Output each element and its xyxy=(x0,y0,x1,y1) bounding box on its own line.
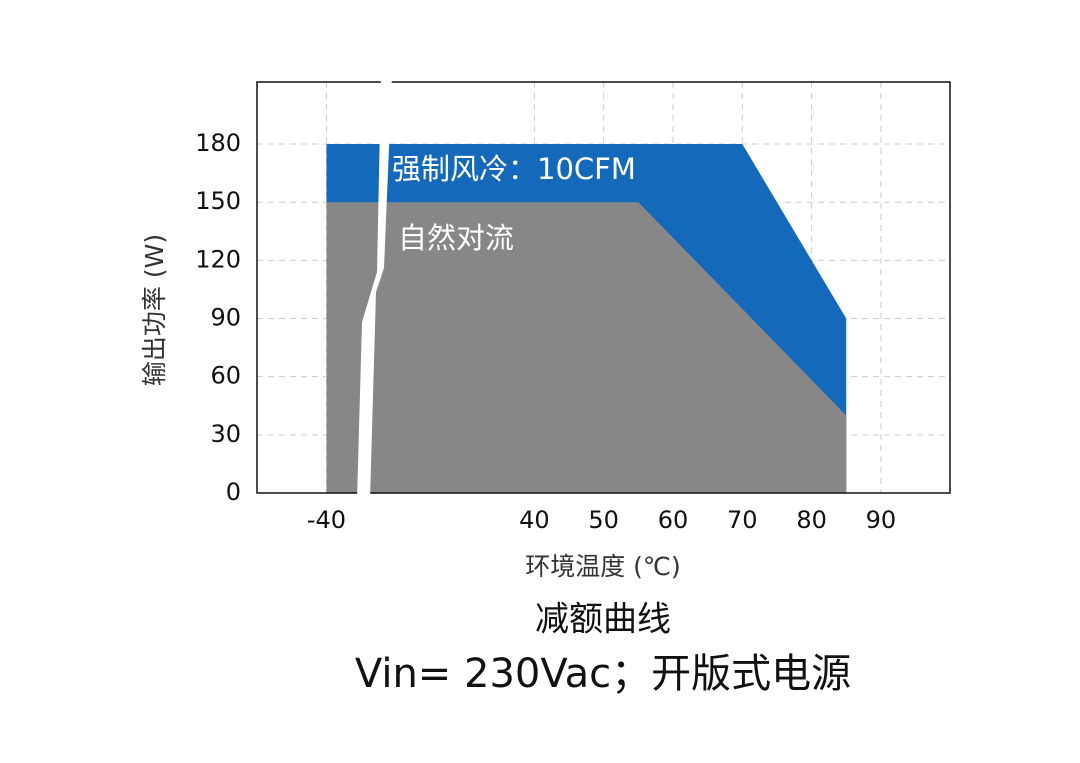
axis-break xyxy=(357,76,392,500)
x-axis-label: 环境温度 (℃) xyxy=(525,552,681,581)
chart-title: 减额曲线 xyxy=(535,600,671,640)
y-tick-label: 90 xyxy=(210,304,241,332)
y-tick-label: 0 xyxy=(226,478,241,506)
x-tick-label: 90 xyxy=(866,506,897,534)
x-tick-label: -40 xyxy=(307,506,346,534)
chart-subtitle: Vin= 230Vac；开版式电源 xyxy=(355,651,851,697)
y-tick-label: 60 xyxy=(210,362,241,390)
y-tick-label: 180 xyxy=(195,129,241,157)
x-tick-label: 40 xyxy=(519,506,550,534)
x-tick-label: 80 xyxy=(796,506,827,534)
series-label: 自然对流 xyxy=(398,221,514,255)
y-tick-label: 30 xyxy=(210,420,241,448)
x-tick-label: 70 xyxy=(727,506,758,534)
y-tick-label: 150 xyxy=(195,187,241,215)
x-tick-label: 60 xyxy=(658,506,689,534)
x-tick-label: 50 xyxy=(588,506,619,534)
series-label: 强制风冷：10CFM xyxy=(392,152,636,186)
area xyxy=(326,202,847,493)
y-axis-label: 输出功率 (W) xyxy=(140,234,169,386)
plot-frame xyxy=(256,81,951,494)
y-tick-label: 120 xyxy=(195,245,241,273)
